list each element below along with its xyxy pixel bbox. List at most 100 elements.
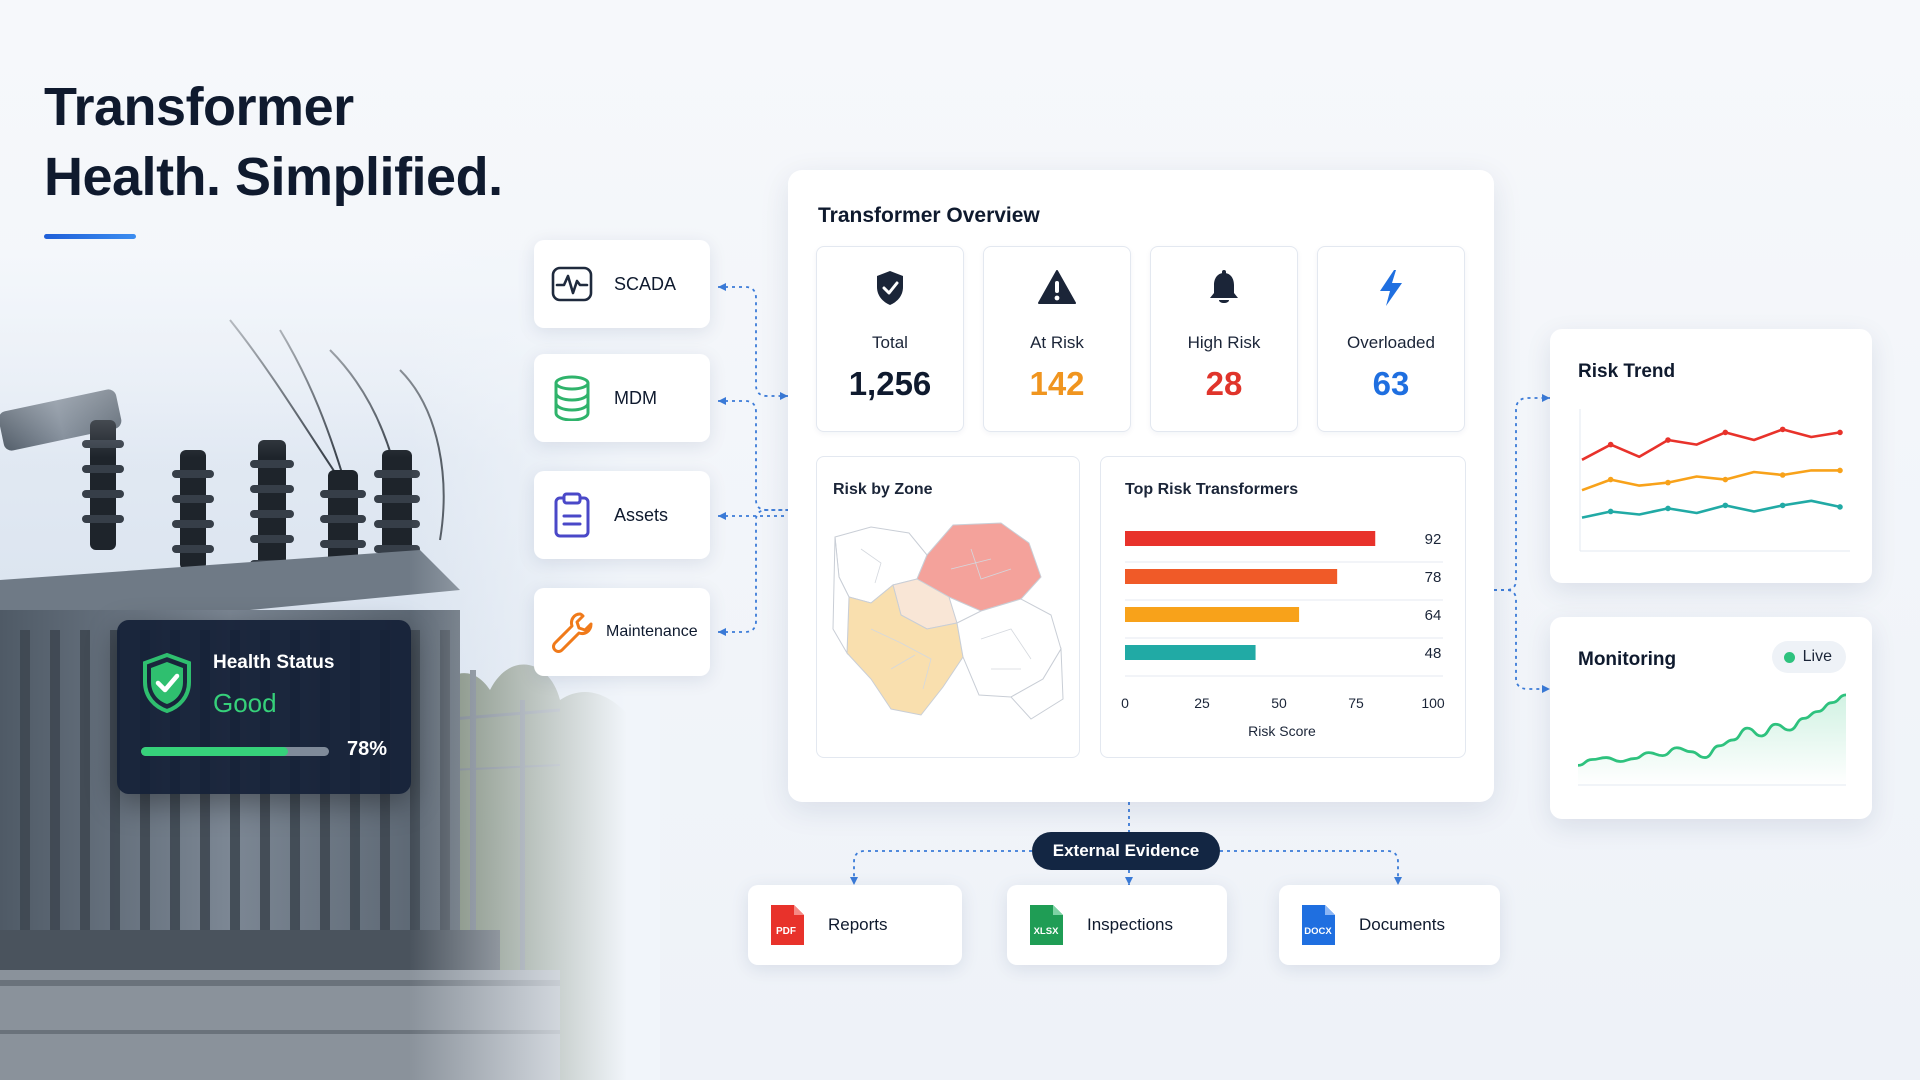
data-point <box>1779 502 1786 509</box>
hero-title-line1: Transformer <box>44 77 354 137</box>
kpi-label: Total <box>872 333 908 352</box>
source-maintenance[interactable]: Maintenance <box>534 588 710 676</box>
series-line <box>1577 693 1847 767</box>
pdf-file-icon: PDF <box>771 905 804 945</box>
doc-documents[interactable]: DOCX Documents <box>1279 885 1500 965</box>
source-label: Assets <box>614 504 669 525</box>
kpi-label: Overloaded <box>1347 333 1435 352</box>
risk-trend-chart <box>1579 409 1850 552</box>
health-progress-fill <box>141 747 288 756</box>
hero-accent-bar <box>44 234 136 239</box>
kpi-label: At Risk <box>1030 333 1084 352</box>
file-badge: XLSX <box>1034 926 1059 937</box>
top-risk-panel: Top Risk Transformers 92 78 64 48 0 25 50 75 10… <box>1100 456 1466 758</box>
zone-map[interactable] <box>831 519 1065 729</box>
data-point <box>1837 467 1843 474</box>
shield-check-icon <box>143 652 191 714</box>
doc-inspections[interactable]: XLSX Inspections <box>1007 885 1227 965</box>
external-evidence-label: External Evidence <box>1032 832 1220 870</box>
top-risk-title: Top Risk Transformers <box>1125 481 1299 498</box>
series-line <box>1581 499 1841 519</box>
bar[interactable] <box>1125 607 1300 622</box>
lightning-icon <box>1318 269 1464 307</box>
transformer-overview-panel: Transformer Overview Total 1,256 At Risk… <box>788 170 1494 802</box>
data-point <box>1722 476 1729 483</box>
live-label: Live <box>1802 648 1832 665</box>
data-point <box>1607 476 1614 483</box>
doc-label: Documents <box>1359 915 1445 934</box>
docx-file-icon: DOCX <box>1302 905 1335 945</box>
data-point <box>1607 441 1614 448</box>
data-point <box>1779 426 1786 433</box>
file-badge: DOCX <box>1304 926 1332 937</box>
health-progress-bar <box>141 747 329 756</box>
health-status-value: Good <box>213 688 277 718</box>
data-point <box>1665 437 1671 443</box>
series-line <box>1581 428 1841 461</box>
xlsx-file-icon: XLSX <box>1030 905 1063 945</box>
series-line <box>1581 469 1840 492</box>
health-status-card: Health Status Good 78% <box>117 620 411 794</box>
data-label: 64 <box>1425 607 1442 624</box>
clipboard-icon <box>548 491 596 539</box>
hero-title: Transformer Health. Simplified. <box>44 72 503 212</box>
source-label: MDM <box>614 387 657 408</box>
warning-icon <box>984 269 1130 307</box>
doc-reports[interactable]: PDF Reports <box>748 885 962 965</box>
waveform-icon <box>548 260 596 308</box>
risk-by-zone-panel: Risk by Zone <box>816 456 1080 758</box>
source-label: SCADA <box>614 273 677 294</box>
data-point <box>1837 504 1843 510</box>
wrench-icon <box>548 608 596 656</box>
shield-icon <box>817 269 963 307</box>
tick-label: 50 <box>1271 695 1287 711</box>
monitoring-card[interactable]: Monitoring Live <box>1550 617 1872 819</box>
file-badge: PDF <box>776 926 796 937</box>
health-percent: 78% <box>347 738 388 760</box>
live-badge: Live <box>1771 641 1846 673</box>
hero-title-line2: Health. Simplified. <box>44 147 503 207</box>
bar[interactable] <box>1125 531 1376 546</box>
kpi-value: 28 <box>1205 365 1243 402</box>
kpi-at-risk[interactable]: At Risk 142 <box>983 246 1131 432</box>
source-mdm[interactable]: MDM <box>534 354 710 442</box>
area-fill <box>1578 694 1846 785</box>
tick-label: 75 <box>1348 695 1364 711</box>
kpi-overloaded[interactable]: Overloaded 63 <box>1317 246 1465 432</box>
live-dot-icon <box>1783 651 1795 663</box>
kpi-label: High Risk <box>1187 333 1261 352</box>
monitoring-title: Monitoring <box>1578 649 1677 670</box>
data-label: 92 <box>1425 531 1442 548</box>
data-point <box>1779 472 1786 478</box>
monitoring-chart <box>1577 693 1847 786</box>
data-label: 78 <box>1425 569 1442 586</box>
kpi-high-risk[interactable]: High Risk 28 <box>1150 246 1298 432</box>
risk-trend-card[interactable]: Risk Trend <box>1550 329 1872 583</box>
data-point <box>1837 429 1843 436</box>
data-point <box>1607 508 1614 515</box>
kpi-total[interactable]: Total 1,256 <box>816 246 964 432</box>
overview-title: Transformer Overview <box>818 204 1040 227</box>
database-icon <box>548 374 596 422</box>
bar[interactable] <box>1125 569 1338 584</box>
top-risk-chart: 92 78 64 48 0 25 50 75 100 Risk Score <box>1121 531 1445 739</box>
bar[interactable] <box>1125 645 1256 660</box>
tick-label: 25 <box>1194 695 1210 711</box>
data-point <box>1665 479 1671 486</box>
source-assets[interactable]: Assets <box>534 471 710 559</box>
tick-label: 0 <box>1121 695 1129 711</box>
source-scada[interactable]: SCADA <box>534 240 710 328</box>
kpi-value: 142 <box>1029 365 1085 402</box>
x-axis-label: Risk Score <box>1248 723 1316 739</box>
tick-label: 100 <box>1421 695 1445 711</box>
risk-by-zone-title: Risk by Zone <box>833 481 933 498</box>
risk-trend-title: Risk Trend <box>1578 361 1676 382</box>
data-point <box>1722 429 1729 436</box>
data-point <box>1722 502 1729 509</box>
doc-label: Inspections <box>1087 915 1173 934</box>
data-label: 48 <box>1425 645 1442 662</box>
health-status-label: Health Status <box>213 652 335 673</box>
doc-label: Reports <box>828 915 888 934</box>
kpi-value: 1,256 <box>848 365 932 402</box>
source-label: Maintenance <box>606 623 698 640</box>
